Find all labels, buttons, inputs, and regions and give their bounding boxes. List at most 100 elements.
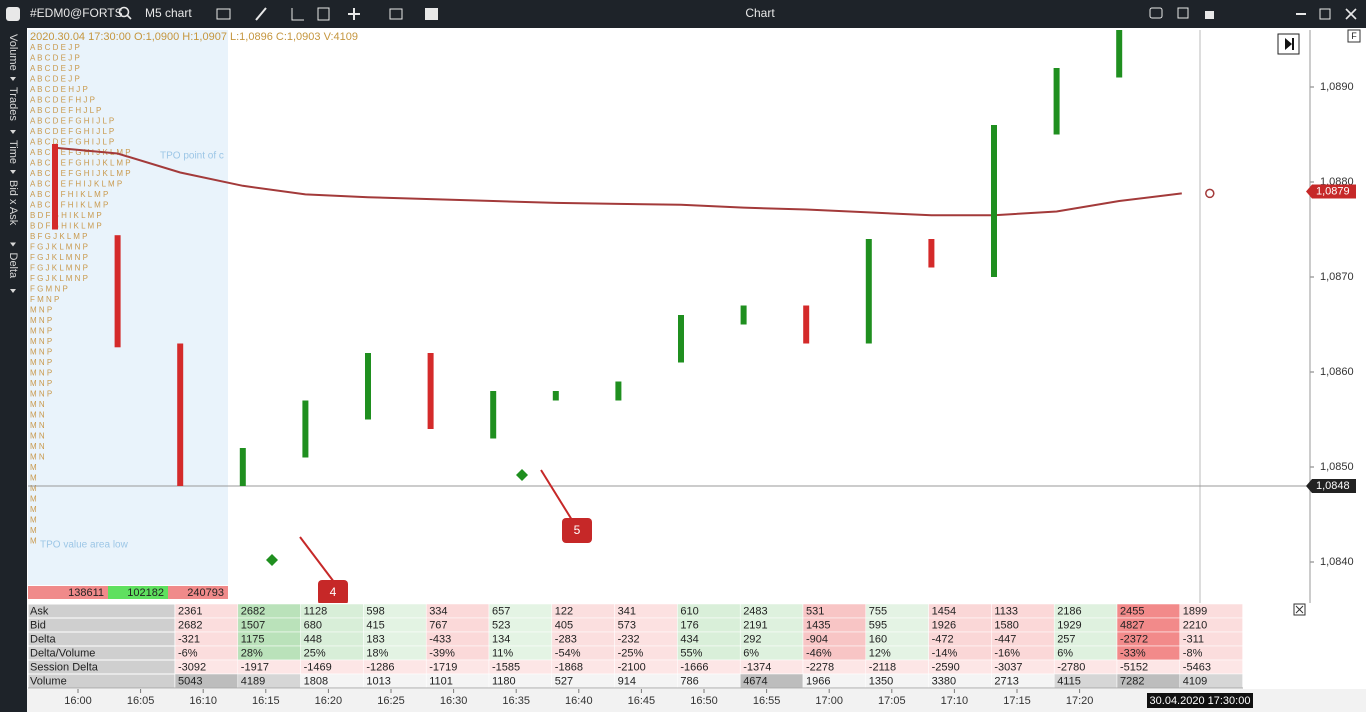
candle-body <box>678 315 684 363</box>
draw-icon[interactable] <box>255 7 267 21</box>
tpo-row: A B C D E F H I J K L M P <box>30 180 122 189</box>
f-button[interactable] <box>1347 29 1361 43</box>
candle-body <box>490 391 497 439</box>
stats-value: 786 <box>680 675 698 687</box>
y-tick-label: 1,0890 <box>1320 81 1354 93</box>
stats-value: 1899 <box>1183 605 1207 617</box>
annotation-badge <box>318 580 348 605</box>
tpo-row: M N P <box>30 369 52 378</box>
stats-value: -2780 <box>1057 661 1085 673</box>
side-tab[interactable]: Time <box>7 140 19 164</box>
stats-value: 2210 <box>1183 619 1207 631</box>
price-marker-label: 1,0879 <box>1316 185 1350 197</box>
stats-value: 2186 <box>1057 605 1081 617</box>
indicator-icon[interactable] <box>291 8 304 21</box>
search-icon[interactable] <box>118 6 130 18</box>
stats-value: -5152 <box>1120 661 1148 673</box>
copy-icon[interactable] <box>1177 7 1189 19</box>
candle-body <box>1116 30 1123 78</box>
candle-body <box>427 353 434 429</box>
stats-value: -904 <box>806 633 828 645</box>
stats-value: 55% <box>680 647 702 659</box>
tpo-volume-box <box>168 586 228 599</box>
stats-value: -1374 <box>743 661 771 673</box>
stats-value: 2191 <box>743 619 767 631</box>
stats-value: 7282 <box>1120 675 1144 687</box>
stats-value: 2455 <box>1120 605 1144 617</box>
screenshot-icon[interactable] <box>1149 7 1163 19</box>
time-axis-labels: 16:00 16:05 16:10 16:15 16:20 16:25 16:30 16:35… <box>64 689 1093 707</box>
stats-value: -1719 <box>429 661 457 673</box>
tpo-row: F G M N P <box>30 285 68 294</box>
chart: A B C D E J PA B C D E J PA B C D E J PA… <box>28 30 1356 689</box>
stats-value: 341 <box>618 605 636 617</box>
x-tick-label: 16:40 <box>565 695 593 707</box>
side-tab[interactable]: Trades <box>7 87 19 121</box>
tpo-row: M N <box>30 400 45 409</box>
x-tick-label: 17:00 <box>815 695 843 707</box>
window-icon[interactable] <box>389 8 403 20</box>
tpo-row: M <box>30 474 37 483</box>
tpo-row: B D F G H I K L M P <box>30 211 102 220</box>
toolbar-icon[interactable] <box>216 8 231 20</box>
stats-value: -1585 <box>492 661 520 673</box>
stats-value: -2118 <box>869 661 896 673</box>
tpo-label: TPO value area low <box>40 540 129 551</box>
side-tabs: Volume Trades Time Bid x Ask Delta <box>7 34 19 293</box>
row-header: Bid <box>30 619 46 631</box>
tpo-row: A B C D E J P <box>30 54 80 63</box>
tpo-row: M N P <box>30 348 52 357</box>
stats-value: 4189 <box>241 675 265 687</box>
stats-value: -14% <box>932 647 958 659</box>
price-marker-label: 1,0848 <box>1316 480 1350 492</box>
info-line: 2020.30.04 17:30:00 O:1,0900 H:1,0907 L:… <box>30 31 358 43</box>
tpo-label: TPO point of c <box>160 151 224 162</box>
chart-name[interactable]: M5 chart <box>145 6 192 20</box>
close-button-x <box>1345 8 1357 20</box>
y-tick-label: 1,0850 <box>1320 461 1354 473</box>
tpo-row: A B C D E F G H I J K L M P <box>30 159 131 168</box>
tpo-row: M <box>30 463 37 472</box>
x-tick-label: 17:20 <box>1066 695 1094 707</box>
stats-value: 415 <box>366 619 384 631</box>
stats-value: 176 <box>680 619 698 631</box>
stats-value: 183 <box>366 633 384 645</box>
side-tab-separator <box>10 170 16 174</box>
annotation-arrow <box>540 469 573 521</box>
toolbar <box>0 0 1366 28</box>
stats-value: 1580 <box>994 619 1018 631</box>
stats-value: -5463 <box>1183 661 1211 673</box>
stats-value: 2682 <box>241 605 265 617</box>
row-header: Delta/Volume <box>30 647 95 659</box>
stats-value: -321 <box>178 633 200 645</box>
candle-body <box>552 391 559 401</box>
symbol[interactable]: #EDM0@FORTS <box>30 6 123 20</box>
tpo-row: M <box>30 537 37 546</box>
candle-body <box>803 305 810 344</box>
lock-icon[interactable] <box>1205 11 1214 19</box>
tpo-row: A B C D E J P <box>30 64 80 73</box>
stats-value: 160 <box>869 633 887 645</box>
tpo-volume: 138611 <box>68 587 104 599</box>
tpo-row: M N P <box>30 327 52 336</box>
side-tab[interactable]: Bid x Ask <box>7 180 19 226</box>
stats-value: 11% <box>492 647 513 659</box>
tpo-row: A B C D E F G H I J L P <box>30 138 114 147</box>
maximize-button[interactable] <box>1319 8 1331 20</box>
stats-value: 134 <box>492 633 510 645</box>
tpo-row: M N <box>30 432 45 441</box>
template-icon[interactable] <box>317 7 330 21</box>
side-tab[interactable]: Delta <box>7 253 19 280</box>
stats-value: 28% <box>241 647 263 659</box>
row-header: Ask <box>30 605 49 617</box>
side-tab-separator <box>10 130 16 134</box>
layout-icon[interactable] <box>425 8 438 20</box>
app-logo[interactable] <box>6 7 20 21</box>
stats-value: 598 <box>366 605 384 617</box>
side-bar <box>0 28 27 712</box>
stats-value: 1350 <box>869 675 893 687</box>
candle-body <box>239 448 246 486</box>
side-tab[interactable]: Volume <box>7 34 19 71</box>
stats-value: 573 <box>618 619 636 631</box>
